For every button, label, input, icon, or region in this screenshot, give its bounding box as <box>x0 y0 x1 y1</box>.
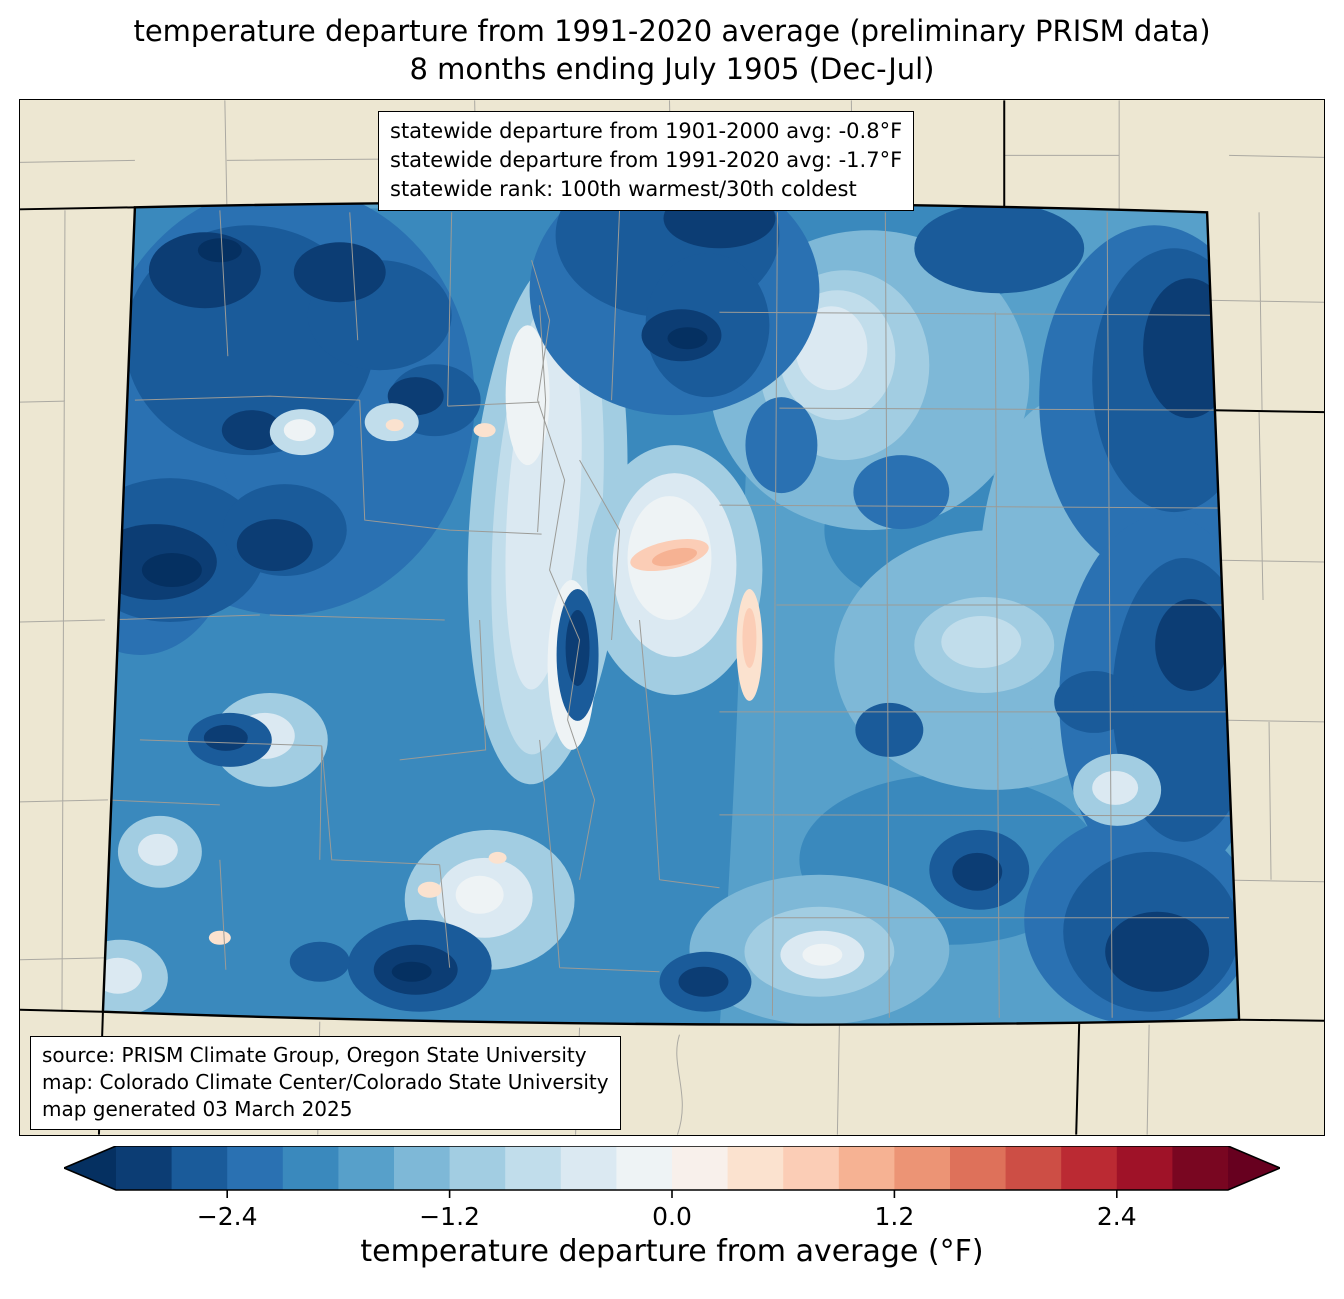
svg-text:2.4: 2.4 <box>1097 1202 1137 1231</box>
colorbar: −2.4 −1.2 0.0 1.2 2.4 <box>64 1146 1280 1232</box>
county-lines <box>102 210 1233 1018</box>
svg-text:−1.2: −1.2 <box>419 1202 480 1231</box>
svg-text:−2.4: −2.4 <box>197 1202 258 1231</box>
svg-text:1.2: 1.2 <box>875 1202 915 1231</box>
source-line-2: map: Colorado Climate Center/Colorado St… <box>42 1070 609 1094</box>
contour-fill <box>102 202 1240 1025</box>
source-box: source: PRISM Climate Group, Oregon Stat… <box>30 1036 621 1130</box>
source-line-1: source: PRISM Climate Group, Oregon Stat… <box>42 1043 587 1067</box>
stats-line-1: statewide departure from 1901-2000 avg: … <box>390 119 903 143</box>
colorbar-label: temperature departure from average (°F) <box>360 1234 984 1269</box>
map-title: temperature departure from 1991-2020 ave… <box>0 12 1344 88</box>
source-line-3: map generated 03 March 2025 <box>42 1097 353 1121</box>
map-panel: statewide departure from 1901-2000 avg: … <box>19 99 1325 1136</box>
title-line-2: 8 months ending July 1905 (Dec-Jul) <box>409 52 935 86</box>
stats-line-2: statewide departure from 1991-2020 avg: … <box>390 148 903 172</box>
title-line-1: temperature departure from 1991-2020 ave… <box>133 14 1211 48</box>
statewide-stats-box: statewide departure from 1901-2000 avg: … <box>378 111 915 211</box>
stats-line-3: statewide rank: 100th warmest/30th colde… <box>390 177 857 201</box>
colorado-map-svg <box>20 100 1324 1135</box>
colorbar-svg: −2.4 −1.2 0.0 1.2 2.4 <box>64 1146 1280 1231</box>
svg-text:0.0: 0.0 <box>652 1202 692 1231</box>
